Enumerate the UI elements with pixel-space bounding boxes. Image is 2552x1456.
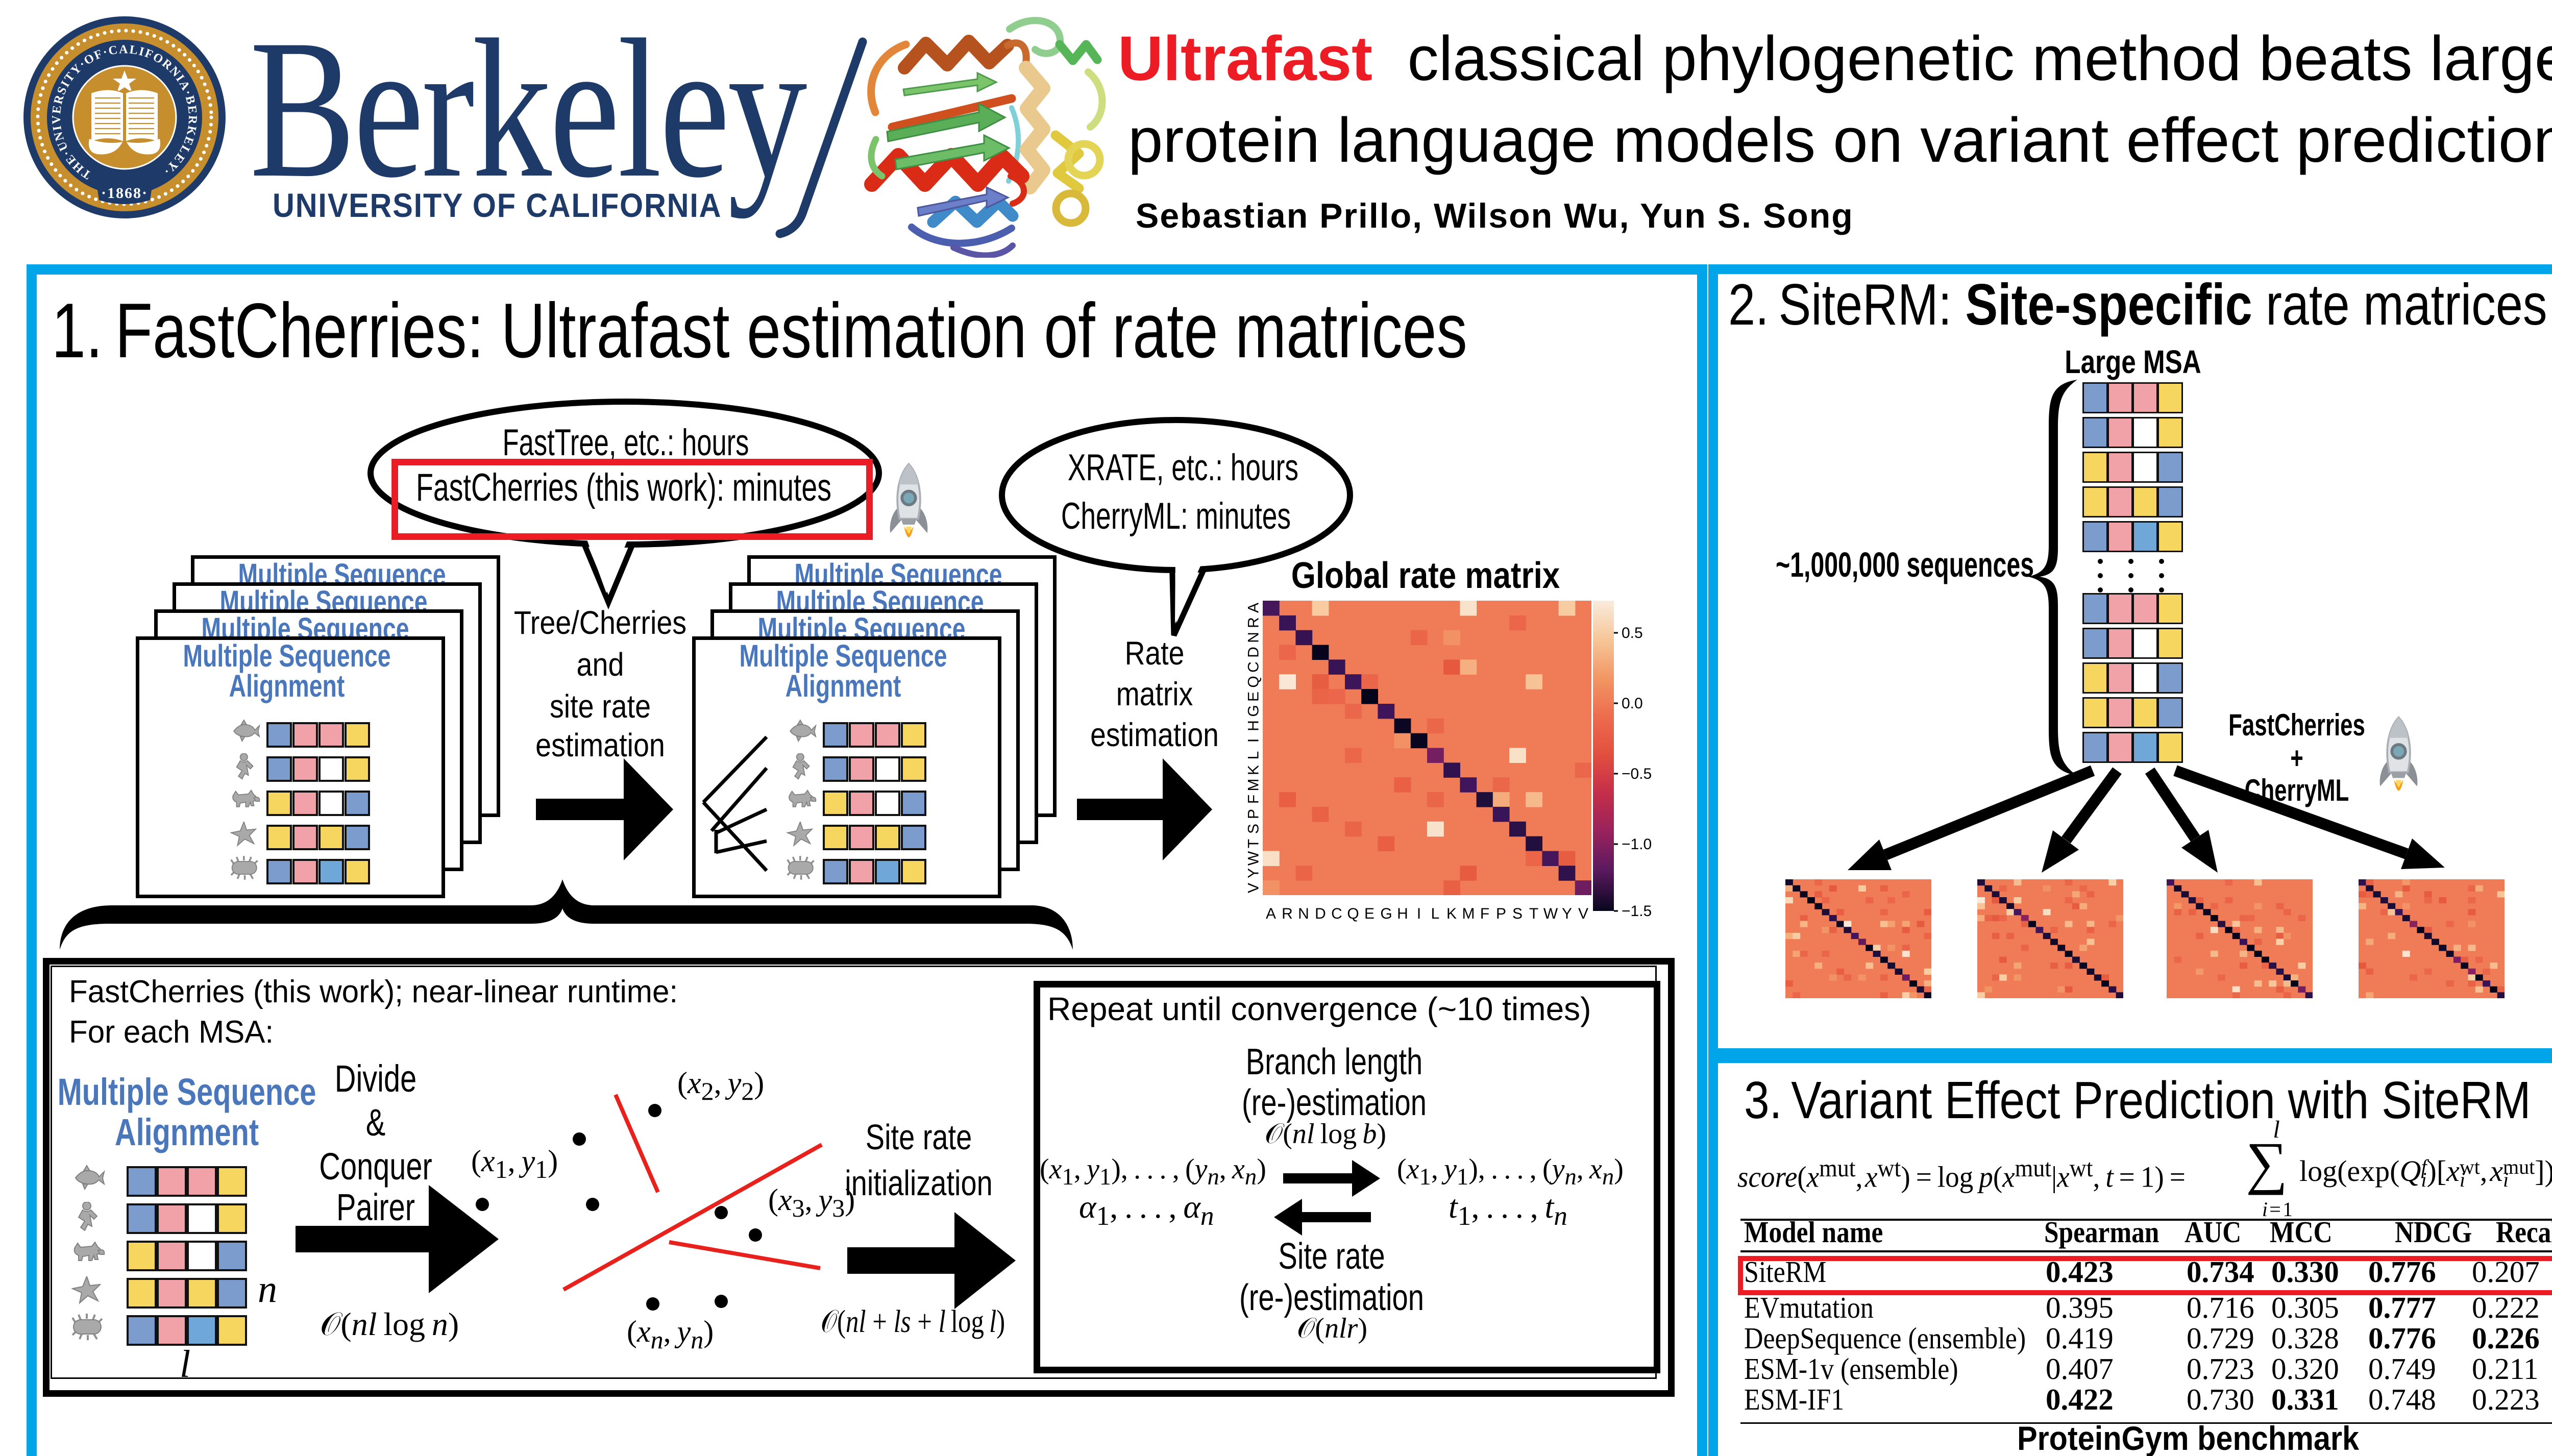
svg-text:R: R — [1245, 617, 1262, 628]
svg-text:N: N — [1298, 905, 1309, 922]
svg-text:V: V — [1578, 905, 1588, 922]
svg-text:A: A — [1266, 905, 1276, 922]
svg-text:K: K — [1245, 765, 1262, 775]
svg-text:D: D — [1245, 647, 1262, 658]
svg-text:K: K — [1446, 905, 1457, 922]
svg-text:R: R — [1282, 905, 1293, 922]
svg-text:S: S — [1245, 824, 1262, 834]
svg-text:P: P — [1496, 905, 1506, 922]
svg-text:N: N — [1245, 632, 1262, 643]
svg-text:G: G — [1380, 905, 1392, 922]
svg-text:H: H — [1245, 720, 1262, 731]
svg-text:·1868·: ·1868· — [101, 185, 148, 202]
svg-text:F: F — [1245, 795, 1262, 804]
svg-text:T: T — [1245, 839, 1262, 848]
svg-text:Q: Q — [1245, 676, 1262, 687]
svg-text:Y: Y — [1245, 868, 1262, 878]
svg-text:S: S — [1512, 905, 1523, 922]
svg-text:G: G — [1245, 705, 1262, 717]
svg-text:−0.5: −0.5 — [1622, 766, 1652, 782]
svg-text:C: C — [1245, 661, 1262, 673]
svg-text:0.0: 0.0 — [1622, 695, 1643, 712]
svg-text:Q: Q — [1347, 905, 1359, 922]
svg-text:F: F — [1480, 905, 1489, 922]
svg-text:H: H — [1397, 905, 1408, 922]
svg-text:M: M — [1462, 905, 1475, 922]
svg-text:A: A — [1245, 603, 1262, 613]
svg-text:W: W — [1245, 851, 1262, 866]
svg-text:V: V — [1245, 883, 1262, 893]
svg-text:−1.0: −1.0 — [1622, 836, 1652, 853]
svg-text:P: P — [1245, 809, 1262, 819]
svg-text:0.5: 0.5 — [1622, 625, 1643, 641]
svg-text:E: E — [1245, 692, 1262, 702]
svg-text:L: L — [1245, 751, 1262, 760]
svg-text:E: E — [1364, 905, 1375, 922]
svg-text:W: W — [1543, 905, 1558, 922]
svg-text:M: M — [1245, 779, 1262, 792]
svg-text:I: I — [1245, 738, 1262, 743]
svg-text:I: I — [1417, 905, 1421, 922]
svg-text:C: C — [1331, 905, 1342, 922]
svg-text:Y: Y — [1562, 905, 1572, 922]
svg-text:−1.5: −1.5 — [1622, 903, 1652, 920]
svg-text:L: L — [1431, 905, 1440, 922]
svg-text:T: T — [1529, 905, 1538, 922]
svg-text:D: D — [1315, 905, 1326, 922]
